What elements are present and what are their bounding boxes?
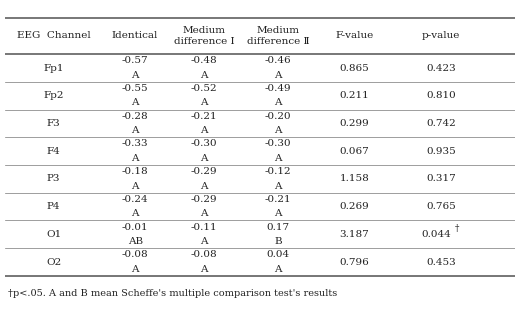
Text: A: A (200, 154, 207, 163)
Text: -0.24: -0.24 (122, 195, 149, 204)
Text: -0.33: -0.33 (122, 139, 149, 149)
Text: -0.49: -0.49 (265, 84, 291, 93)
Text: A: A (274, 209, 282, 218)
Text: -0.57: -0.57 (122, 56, 149, 65)
Text: F-value: F-value (335, 32, 373, 40)
Text: †: † (455, 224, 459, 233)
Text: Medium
difference I: Medium difference I (174, 26, 234, 46)
Text: -0.48: -0.48 (191, 56, 217, 65)
Text: 0.796: 0.796 (340, 257, 369, 266)
Text: A: A (132, 182, 139, 190)
Text: P3: P3 (47, 175, 60, 183)
Text: 0.317: 0.317 (426, 175, 456, 183)
Text: Fp1: Fp1 (43, 64, 64, 72)
Text: 0.742: 0.742 (426, 119, 456, 128)
Text: 0.765: 0.765 (426, 202, 456, 211)
Text: -0.21: -0.21 (191, 112, 217, 121)
Text: F4: F4 (47, 147, 60, 156)
Text: Fp2: Fp2 (43, 91, 64, 100)
Text: -0.29: -0.29 (191, 167, 217, 176)
Text: -0.52: -0.52 (191, 84, 217, 93)
Text: A: A (200, 237, 207, 246)
Text: 0.453: 0.453 (426, 257, 456, 266)
Text: A: A (200, 126, 207, 135)
Text: A: A (132, 265, 139, 274)
Text: Identical: Identical (112, 32, 158, 40)
Text: 0.299: 0.299 (340, 119, 369, 128)
Text: -0.29: -0.29 (191, 195, 217, 204)
Text: -0.01: -0.01 (122, 223, 149, 232)
Text: -0.08: -0.08 (191, 250, 217, 259)
Text: Medium
difference Ⅱ: Medium difference Ⅱ (246, 26, 309, 46)
Text: p-value: p-value (422, 32, 460, 40)
Text: A: A (132, 71, 139, 80)
Text: -0.28: -0.28 (122, 112, 149, 121)
Text: 0.211: 0.211 (340, 91, 369, 100)
Text: -0.21: -0.21 (265, 195, 291, 204)
Text: 1.158: 1.158 (340, 175, 369, 183)
Text: 0.865: 0.865 (340, 64, 369, 72)
Text: AB: AB (127, 237, 142, 246)
Text: A: A (274, 126, 282, 135)
Text: -0.30: -0.30 (265, 139, 291, 149)
Text: -0.12: -0.12 (265, 167, 291, 176)
Text: A: A (274, 265, 282, 274)
Text: 0.423: 0.423 (426, 64, 456, 72)
Text: A: A (200, 98, 207, 108)
Text: A: A (132, 126, 139, 135)
Text: 0.067: 0.067 (340, 147, 369, 156)
Text: 0.810: 0.810 (426, 91, 456, 100)
Text: A: A (200, 209, 207, 218)
Text: A: A (274, 154, 282, 163)
Text: A: A (274, 98, 282, 108)
Text: 3.187: 3.187 (340, 230, 369, 239)
Text: -0.46: -0.46 (265, 56, 291, 65)
Text: A: A (132, 98, 139, 108)
Text: 0.935: 0.935 (426, 147, 456, 156)
Text: A: A (274, 182, 282, 190)
Text: 0.044: 0.044 (421, 230, 451, 239)
Text: O1: O1 (46, 230, 61, 239)
Text: -0.08: -0.08 (122, 250, 149, 259)
Text: A: A (132, 209, 139, 218)
Text: EEG  Channel: EEG Channel (17, 32, 90, 40)
Text: B: B (274, 237, 282, 246)
Text: 0.04: 0.04 (266, 250, 290, 259)
Text: -0.55: -0.55 (122, 84, 149, 93)
Text: P4: P4 (47, 202, 60, 211)
Text: -0.11: -0.11 (191, 223, 217, 232)
Text: A: A (200, 265, 207, 274)
Text: -0.18: -0.18 (122, 167, 149, 176)
Text: -0.20: -0.20 (265, 112, 291, 121)
Text: F3: F3 (47, 119, 60, 128)
Text: A: A (132, 154, 139, 163)
Text: A: A (200, 71, 207, 80)
Text: A: A (200, 182, 207, 190)
Text: 0.17: 0.17 (266, 223, 290, 232)
Text: 0.269: 0.269 (340, 202, 369, 211)
Text: -0.30: -0.30 (191, 139, 217, 149)
Text: O2: O2 (46, 257, 61, 266)
Text: A: A (274, 71, 282, 80)
Text: †p<.05. A and B mean Scheffe's multiple comparison test's results: †p<.05. A and B mean Scheffe's multiple … (8, 289, 337, 298)
